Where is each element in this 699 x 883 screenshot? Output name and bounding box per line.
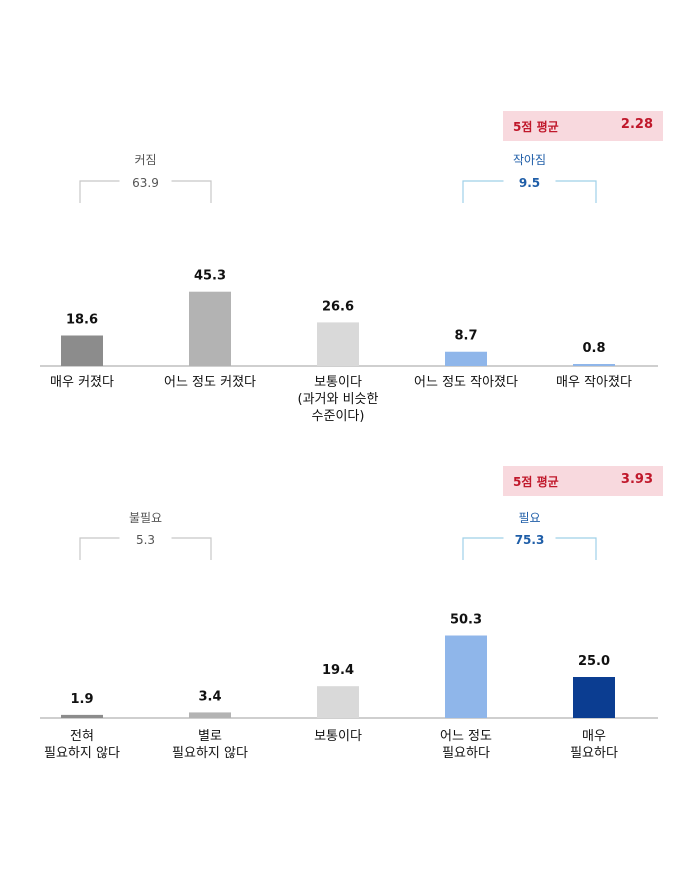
bar-1-4 (445, 351, 487, 366)
value-label-2-1: 1.9 (70, 692, 93, 707)
bar-1-1 (61, 335, 103, 366)
category-label-2-2: 별로 (198, 729, 222, 744)
bracket-left-2-1 (79, 537, 120, 560)
bracket-left-2-2 (462, 537, 504, 560)
category-label-1-5: 매우 작아졌다 (556, 375, 632, 390)
category-label-2-4: 필요하다 (442, 746, 490, 761)
bar-1-3 (317, 322, 359, 366)
value-label-1-1: 18.6 (66, 312, 98, 327)
category-label-2-1: 필요하지 않다 (44, 746, 120, 761)
avg-box-1: 5점 평균 2.28 (503, 111, 663, 141)
value-label-2-5: 25.0 (578, 654, 610, 669)
bracket-left-1-1 (79, 180, 120, 203)
avg-label-1: 5점 평균 (513, 120, 559, 134)
bracket-right-2-2 (555, 537, 597, 560)
category-label-1-4: 어느 정도 작아졌다 (414, 375, 518, 390)
category-label-1-3: 보통이다 (314, 375, 362, 390)
bar-2-4 (445, 635, 487, 718)
value-label-2-2: 3.4 (198, 689, 221, 704)
value-label-1-2: 45.3 (194, 269, 226, 284)
avg-value-2: 3.93 (620, 472, 653, 487)
group-label-2-2: 필요 (518, 511, 540, 525)
group-value-2-2: 75.3 (515, 533, 545, 547)
category-label-2-4: 어느 정도 (440, 729, 492, 744)
category-label-1-3: (과거와 비슷한 (298, 392, 379, 407)
category-label-1-1: 매우 커졌다 (50, 375, 114, 390)
avg-label-2: 5점 평균 (513, 475, 559, 489)
category-label-1-3: 수준이다) (312, 409, 365, 424)
value-label-1-4: 8.7 (454, 329, 477, 344)
value-label-2-4: 50.3 (450, 613, 482, 628)
value-label-1-5: 0.8 (582, 341, 605, 356)
bracket-right-1-1 (171, 180, 212, 203)
group-value-2-1: 5.3 (136, 533, 155, 547)
category-label-2-5: 필요하다 (570, 746, 618, 761)
avg-value-1: 2.28 (620, 117, 653, 132)
bar-2-1 (61, 714, 103, 718)
category-label-2-5: 매우 (582, 729, 606, 744)
group-value-1-1: 63.9 (132, 176, 159, 190)
group-value-1-2: 9.5 (519, 176, 540, 190)
group-label-2-1: 불필요 (129, 511, 162, 525)
category-label-2-1: 전혀 (70, 729, 94, 744)
group-label-1-1: 커짐 (134, 153, 156, 167)
bracket-left-1-2 (462, 180, 504, 203)
bar-2-2 (189, 712, 231, 718)
group-label-1-2: 작아짐 (513, 153, 546, 167)
bracket-right-1-2 (555, 180, 597, 203)
bar-2-3 (317, 686, 359, 718)
bar-1-2 (189, 291, 231, 366)
avg-box-2: 5점 평균 3.93 (503, 466, 663, 496)
value-label-1-3: 26.6 (322, 299, 354, 314)
bar-1-5 (573, 364, 615, 366)
bar-2-5 (573, 677, 615, 718)
category-label-2-3: 보통이다 (314, 729, 362, 744)
category-label-1-2: 어느 정도 커졌다 (164, 375, 256, 390)
value-label-2-3: 19.4 (322, 663, 354, 678)
bracket-right-2-1 (171, 537, 212, 560)
category-label-2-2: 필요하지 않다 (172, 746, 248, 761)
